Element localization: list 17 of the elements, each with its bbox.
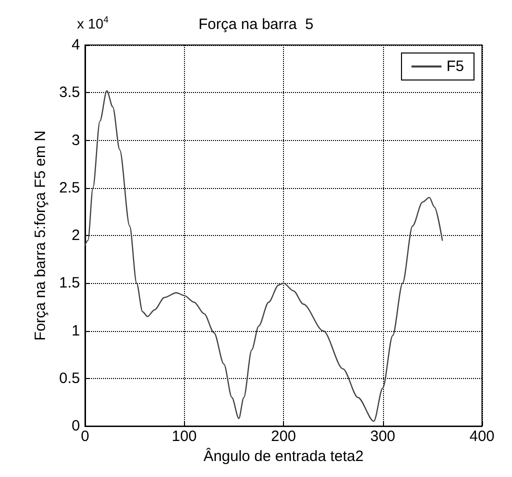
y-axis-title: Força na barra 5:força F5 em N [32, 130, 50, 341]
legend-label: F5 [446, 58, 464, 75]
y-tick-label: 3 [72, 132, 80, 149]
y-tick-label: 3.5 [59, 84, 80, 102]
y-tick-label: 4 [72, 36, 80, 54]
x-tick-label: 100 [172, 428, 197, 446]
x-tick-label: 300 [370, 428, 396, 446]
x-tick-label: 400 [469, 428, 495, 446]
y-tick-label: 2.5 [59, 179, 80, 196]
line-series [84, 90, 443, 422]
y-tick-label: 1 [72, 322, 80, 340]
y-tick-label: 2 [72, 227, 80, 244]
chart-title: Força na barra 5 [198, 16, 314, 33]
y-tick-label: 0.5 [59, 370, 80, 387]
x-tick-label: 200 [270, 428, 296, 446]
x-axis-title: Ângulo de entrada teta2 [203, 447, 364, 465]
y-tick-label: 1.5 [59, 274, 80, 292]
